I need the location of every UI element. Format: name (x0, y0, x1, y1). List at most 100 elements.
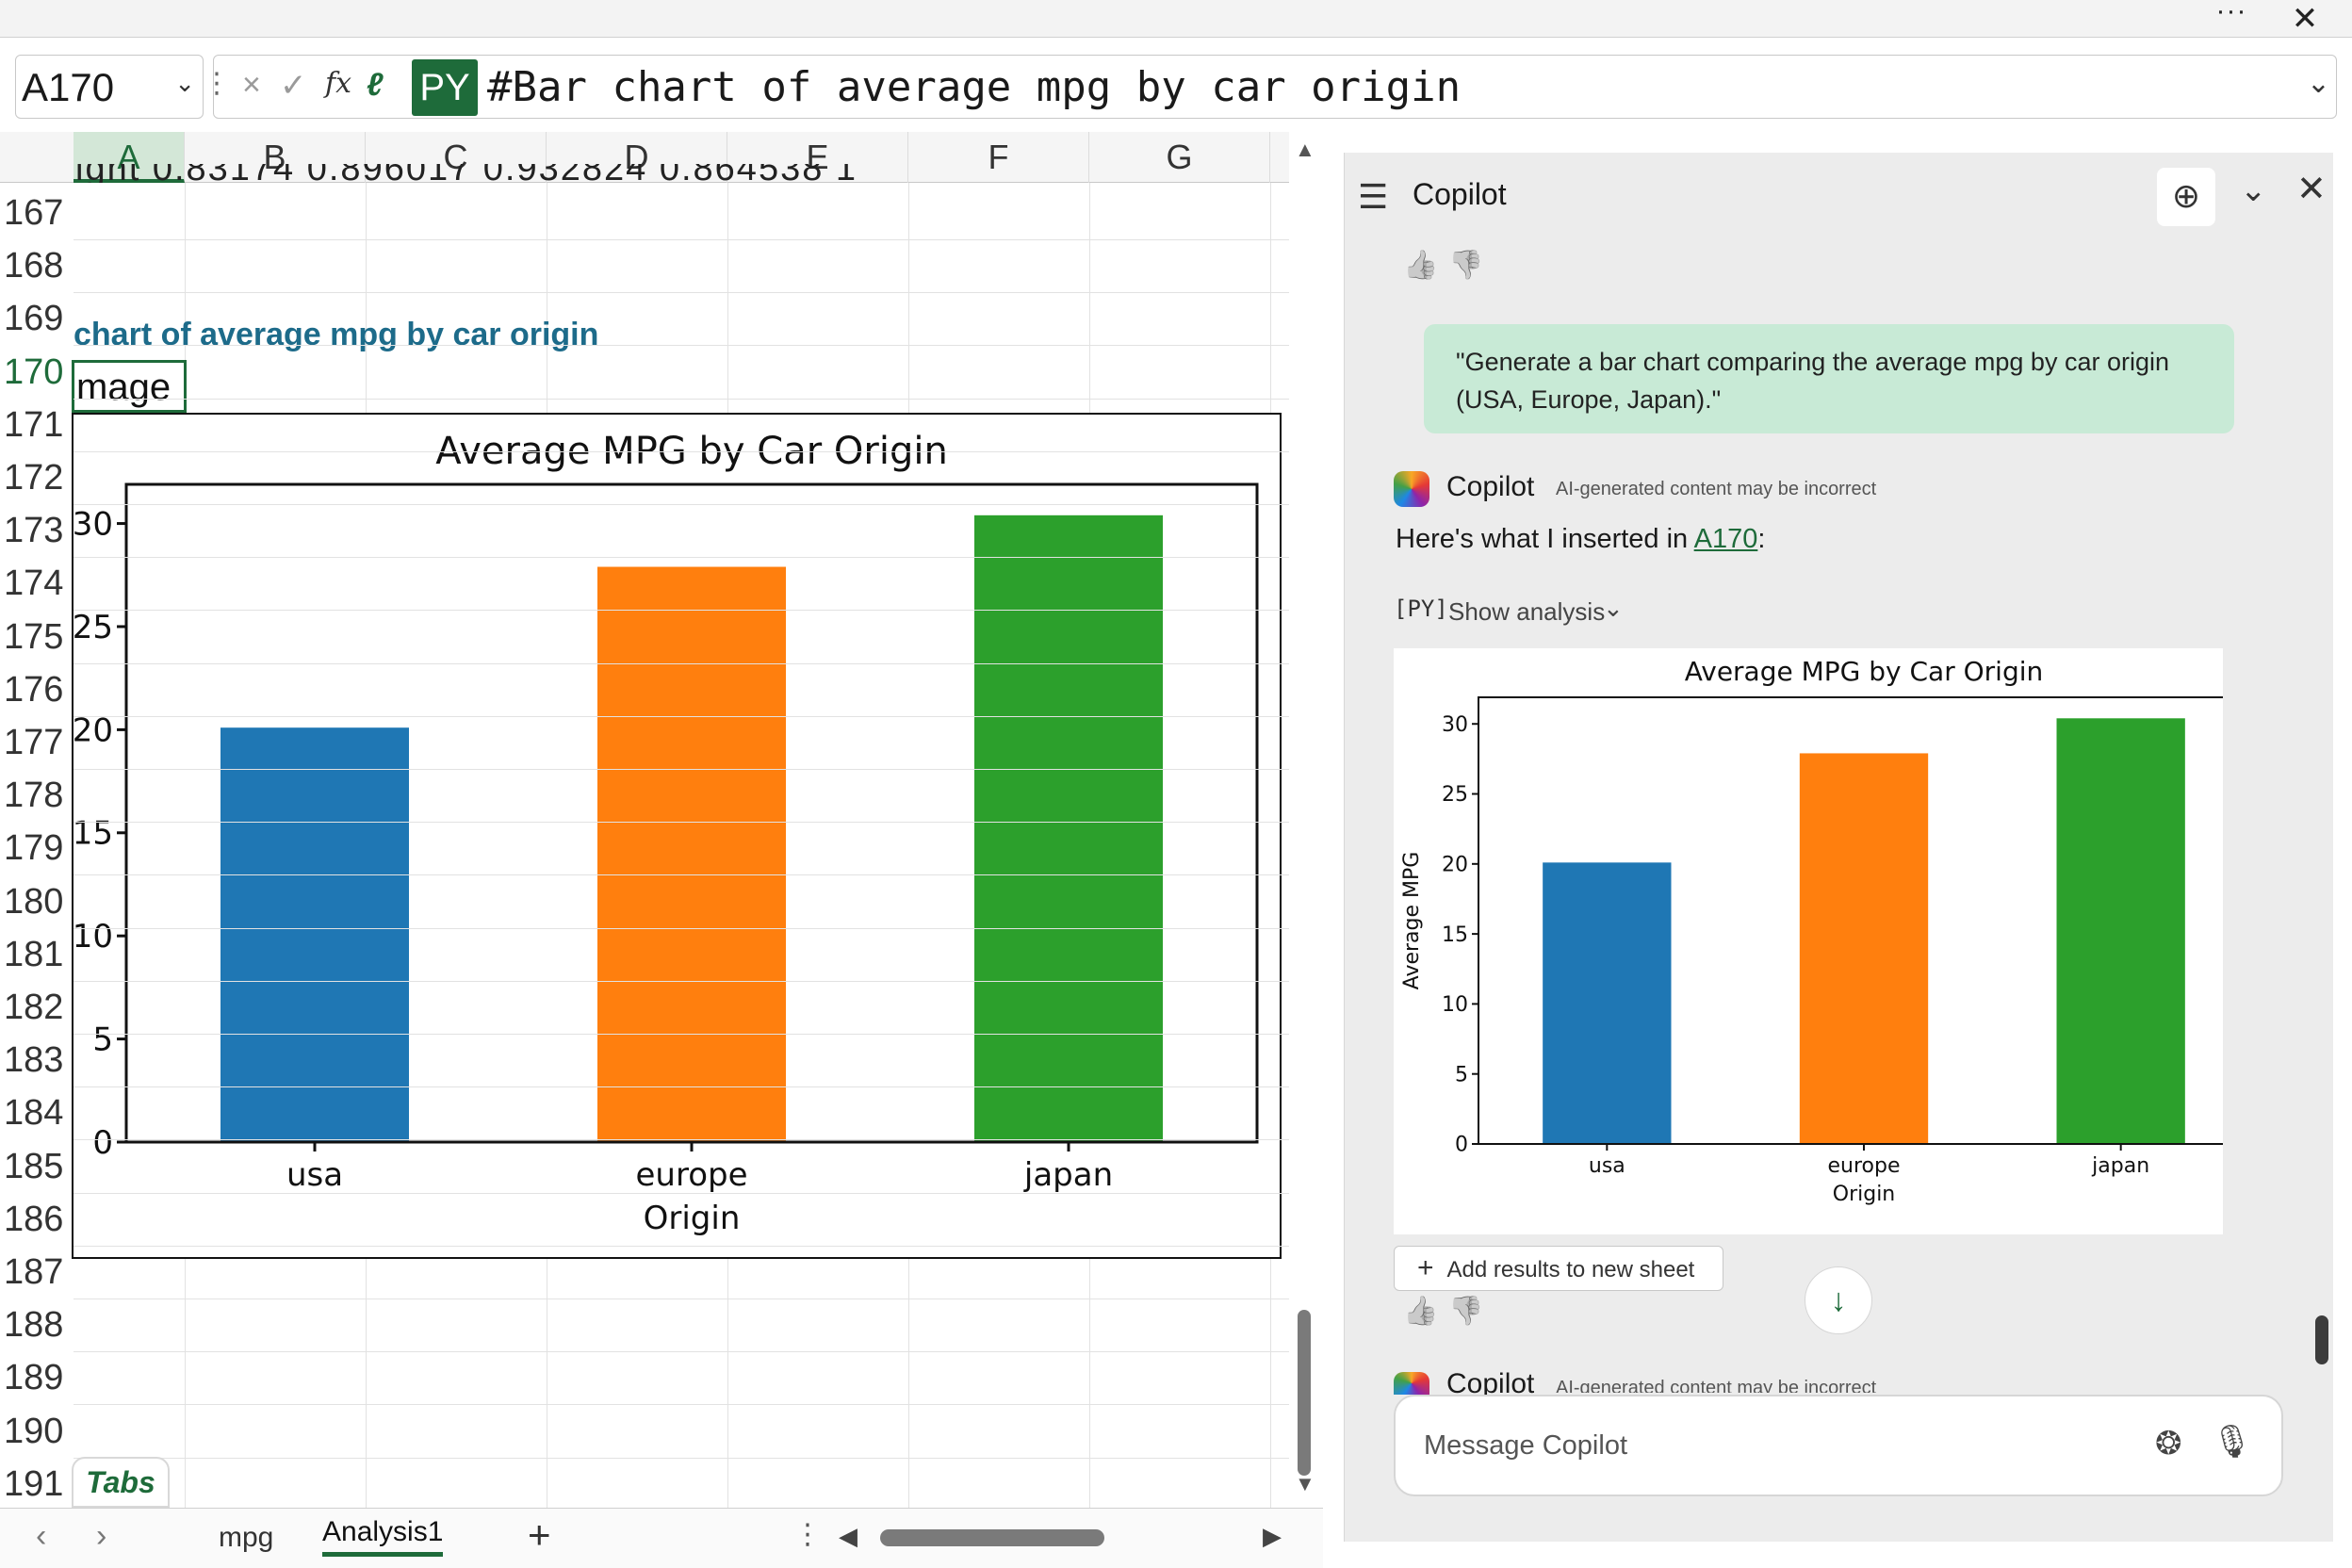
plus-icon: + (1417, 1252, 1434, 1283)
row-header[interactable]: 167 (0, 187, 74, 239)
add-sheet-button[interactable]: + (528, 1512, 551, 1557)
next-sheet-icon[interactable]: › (96, 1518, 107, 1554)
column-header-d[interactable]: D (547, 132, 727, 183)
column-header-b[interactable]: B (185, 132, 366, 183)
row-header[interactable]: 181 (0, 927, 74, 981)
fx-icon[interactable]: fx (325, 67, 352, 100)
scroll-left-icon[interactable]: ◀ (839, 1522, 858, 1550)
chart-bar (2056, 718, 2185, 1144)
chart-bar (1799, 753, 1929, 1144)
brain-icon[interactable]: ❂ (2155, 1426, 2182, 1462)
row-header[interactable]: 176 (0, 662, 74, 716)
row-header[interactable]: 190 (0, 1404, 74, 1458)
row-header[interactable]: 184 (0, 1086, 74, 1140)
row-header[interactable]: 171 (0, 398, 74, 451)
thumbs-down-icon[interactable]: 👎 (1448, 1296, 1484, 1327)
previous-sheet-icon[interactable]: ‹ (36, 1518, 47, 1554)
row-header[interactable]: 189 (0, 1351, 74, 1405)
vertical-scroll-thumb[interactable] (1298, 1310, 1311, 1476)
column-header-f[interactable]: F (908, 132, 1089, 183)
copilot-logo-icon (1394, 471, 1429, 507)
kebab-icon: ⋮ (203, 68, 231, 99)
inserted-cell-link[interactable]: A170 (1693, 524, 1758, 554)
microphone-icon[interactable]: 🎙 (2212, 1424, 2253, 1460)
formula-bar[interactable]: ⋮ × ✓ fx ℓ PY #Bar chart of average mpg … (203, 55, 2337, 119)
cancel-icon[interactable]: × (242, 67, 261, 103)
title-cell[interactable]: chart of average mpg by car origin (74, 317, 599, 352)
row-header[interactable]: 169 (0, 292, 74, 346)
python-icon: [PY] (1394, 596, 1448, 622)
row-header[interactable]: 183 (0, 1034, 74, 1087)
row-gridline (74, 345, 1289, 347)
thumbs-down-icon[interactable]: 👎 (1448, 250, 1484, 281)
y-tick-label: 25 (74, 609, 113, 646)
sheet-tab-analysis1[interactable]: Analysis1 (322, 1516, 444, 1557)
close-window-button[interactable]: ✕ (2291, 1, 2319, 37)
row-gridline (74, 504, 1289, 505)
worksheet-grid[interactable]: A B C D E F G 167 168 169 170 171 172 173 174 17… (0, 132, 1289, 1508)
chevron-down-icon[interactable]: ⌄ (1603, 594, 1624, 622)
row-gridline (74, 662, 1289, 664)
row-header[interactable]: 170 (0, 345, 74, 399)
tabs-logo[interactable]: Tabs (72, 1457, 170, 1508)
assistant-name: Copilot (1446, 1368, 1535, 1395)
tabs-addin-icon[interactable]: ℓ (367, 67, 384, 103)
scroll-down-icon[interactable]: ▼ (1295, 1472, 1315, 1495)
column-header-e[interactable]: E (727, 132, 908, 183)
horizontal-scroll-thumb[interactable] (880, 1529, 1104, 1546)
row-header[interactable]: 188 (0, 1298, 74, 1352)
scroll-to-bottom-button[interactable]: ↓ (1805, 1266, 1872, 1334)
sheet-chart[interactable]: Average MPG by Car Origin usa europe japan 0… (72, 413, 1282, 1259)
enter-icon[interactable]: ✓ (280, 68, 307, 104)
name-box[interactable]: A170 ⌄ (15, 55, 204, 119)
row-header[interactable]: 180 (0, 874, 74, 928)
copilot-chart[interactable]: Average MPG by Car Origin usa europe japan 0… (1394, 648, 2250, 1234)
menu-icon[interactable]: ☰ (1358, 177, 1389, 216)
vertical-scrollbar[interactable]: ▲ ▼ (1289, 132, 1323, 1508)
row-header[interactable]: 178 (0, 769, 74, 823)
row-header[interactable]: 185 (0, 1139, 74, 1193)
column-header-c[interactable]: C (366, 132, 547, 183)
y-tick-label: 30 (74, 505, 113, 543)
row-header[interactable]: 173 (0, 504, 74, 558)
row-header[interactable]: 177 (0, 716, 74, 769)
new-chat-button[interactable]: ⊕ (2157, 168, 2215, 226)
row-gridline (74, 450, 1289, 452)
row-gridline (74, 715, 1289, 717)
row-header[interactable]: 175 (0, 610, 74, 663)
active-cell[interactable]: mage (72, 360, 187, 413)
scroll-up-icon[interactable]: ▲ (1295, 138, 1315, 161)
scroll-right-icon[interactable]: ▶ (1263, 1522, 1282, 1550)
more-options-icon[interactable]: ··· (2215, 0, 2247, 26)
expand-formula-icon[interactable]: ⌄ (2306, 68, 2330, 99)
sheet-tab-mpg[interactable]: mpg (219, 1522, 274, 1553)
row-header[interactable]: 191 (0, 1457, 74, 1508)
copilot-scroll-thumb[interactable] (2315, 1315, 2328, 1364)
row-gridline (74, 1404, 1289, 1406)
add-results-button[interactable]: + Add results to new sheet (1394, 1246, 1723, 1291)
show-analysis-button[interactable]: Show analysis (1448, 597, 1606, 626)
thumbs-up-icon[interactable]: 👍 (1403, 1296, 1439, 1327)
row-header[interactable]: 179 (0, 822, 74, 875)
chevron-down-icon[interactable]: ⌄ (2240, 172, 2267, 208)
row-gridline (74, 398, 1289, 400)
y-tick-label: 5 (1455, 1063, 1468, 1086)
chevron-down-icon[interactable]: ⌄ (174, 69, 195, 97)
sheet-options-icon[interactable]: ⋮ (793, 1519, 822, 1550)
row-header[interactable]: 187 (0, 1246, 74, 1298)
inserted-prefix: Here's what I inserted in (1396, 524, 1694, 554)
column-header-a[interactable]: A (74, 132, 185, 183)
inserted-suffix: : (1757, 524, 1766, 554)
row-header[interactable]: 172 (0, 451, 74, 504)
row-header[interactable]: 182 (0, 981, 74, 1034)
chart-bar (220, 727, 409, 1142)
column-header-g[interactable]: G (1089, 132, 1270, 183)
row-header[interactable]: 174 (0, 557, 74, 611)
formula-text[interactable]: #Bar chart of average mpg by car origin (487, 63, 1462, 111)
close-pane-button[interactable]: ✕ (2296, 170, 2327, 209)
message-input[interactable] (1424, 1425, 2083, 1466)
y-tick-label: 20 (74, 711, 113, 749)
row-header[interactable]: 186 (0, 1192, 74, 1246)
row-header[interactable]: 168 (0, 239, 74, 293)
thumbs-up-icon[interactable]: 👍 (1403, 250, 1439, 281)
